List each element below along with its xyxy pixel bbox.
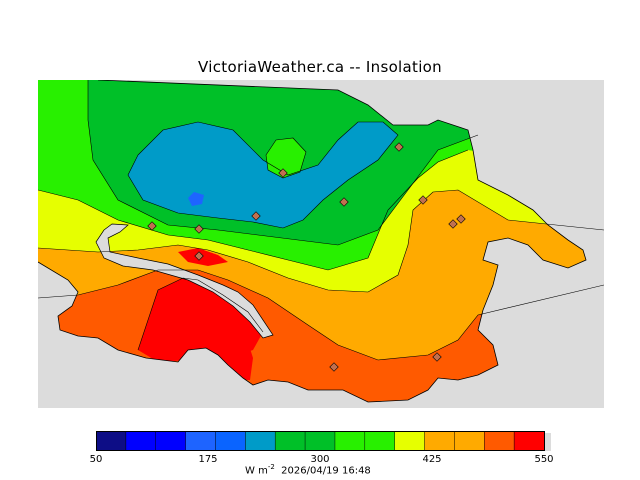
legend-swatch (245, 431, 276, 451)
station-marker (456, 214, 466, 224)
band-blue-spot (188, 192, 204, 206)
station-marker (251, 211, 261, 221)
legend-tick-label: 50 (89, 454, 103, 465)
band-red-3 (178, 248, 228, 266)
contour-lines (38, 80, 604, 361)
units-label: W m (245, 465, 268, 477)
station-marker (394, 142, 404, 152)
units-timestamp: W m-2 2026/04/19 16:48 (245, 463, 371, 476)
legend-tick-label: 425 (422, 454, 442, 465)
timestamp: 2026/04/19 16:48 (281, 465, 371, 477)
legend-swatch (305, 431, 336, 451)
insolation-map (38, 80, 604, 408)
legend-swatch (454, 431, 485, 451)
station-marker (278, 168, 288, 178)
map-title: VictoriaWeather.ca -- Insolation (198, 58, 442, 76)
legend-swatch (96, 431, 127, 451)
legend-swatch (424, 431, 455, 451)
legend-swatch (185, 431, 216, 451)
legend-swatch (484, 431, 515, 451)
legend-tick-label: 175 (198, 454, 218, 465)
legend-swatch (215, 431, 246, 451)
legend-tick-label: 300 (310, 454, 330, 465)
legend-swatch (155, 431, 187, 451)
legend-swatch (125, 431, 157, 451)
station-marker (418, 195, 428, 205)
station-markers (147, 142, 466, 372)
legend-swatch (275, 431, 306, 451)
station-marker (194, 224, 204, 234)
station-marker (194, 251, 204, 261)
coastline (38, 80, 587, 403)
legend-tail (544, 433, 551, 451)
legend-tick-label: 550 (534, 454, 554, 465)
station-marker (147, 221, 157, 231)
band-red (138, 278, 263, 362)
station-marker (448, 219, 458, 229)
units-exponent: -2 (267, 463, 275, 471)
station-marker (432, 352, 442, 362)
legend-swatch (364, 431, 396, 451)
color-legend (96, 431, 551, 451)
station-marker (339, 197, 349, 207)
station-marker (329, 362, 339, 372)
legend-swatch (334, 431, 366, 451)
legend-swatch (394, 431, 426, 451)
legend-swatch (514, 431, 545, 451)
